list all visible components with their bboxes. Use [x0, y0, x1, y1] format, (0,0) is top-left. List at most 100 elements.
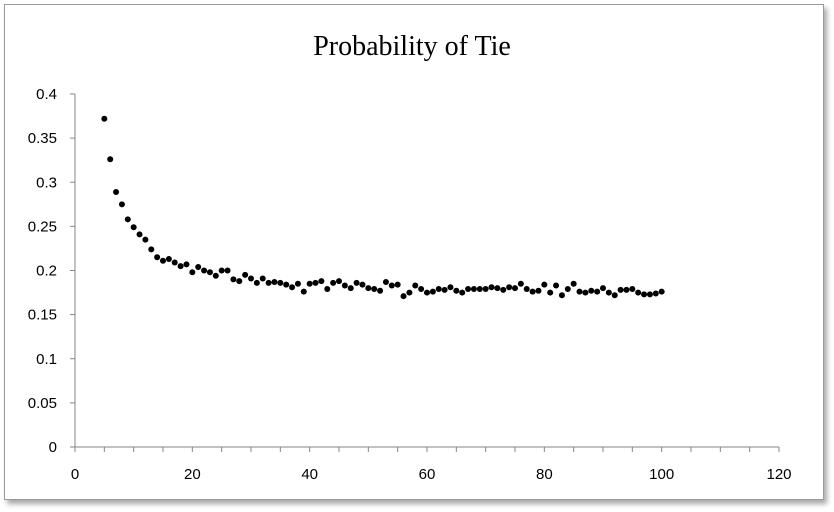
data-point	[271, 278, 278, 285]
data-point	[547, 289, 554, 296]
data-point	[558, 292, 565, 299]
tick-labels: 0 0.05 0.1 0.15 0.2 0.25 0.3 0.35 0.4 0 20 40 60 80 10…	[28, 86, 792, 483]
data-point	[646, 291, 653, 298]
data-point	[570, 280, 577, 287]
data-point	[488, 284, 495, 291]
x-tick-label: 80	[536, 466, 553, 483]
chart-frame	[4, 4, 824, 500]
data-point	[154, 254, 161, 261]
x-tick-label: 60	[419, 466, 436, 483]
data-point	[130, 224, 137, 231]
data-point	[183, 261, 190, 268]
data-point	[177, 263, 184, 270]
y-tick-label: 0.05	[28, 395, 57, 412]
data-point	[406, 289, 413, 296]
data-point	[424, 289, 430, 296]
data-point	[189, 269, 196, 276]
data-point	[635, 289, 642, 296]
data-point	[377, 287, 384, 294]
data-point	[312, 279, 319, 286]
data-point	[594, 288, 601, 295]
data-point	[201, 267, 208, 274]
y-tick-label: 0.1	[36, 351, 57, 368]
data-point	[148, 246, 155, 253]
data-point	[605, 289, 612, 296]
data-point	[300, 288, 307, 295]
x-tick-label: 100	[649, 466, 674, 483]
data-point	[641, 291, 648, 298]
data-point	[242, 271, 249, 278]
data-point	[118, 201, 125, 208]
x-tick-label: 40	[301, 466, 318, 483]
data-point	[113, 188, 120, 195]
data-point	[289, 284, 296, 291]
data-point	[365, 285, 372, 292]
data-point	[388, 282, 395, 289]
y-tick-label: 0.2	[36, 263, 57, 280]
data-point	[224, 267, 231, 274]
axes	[70, 93, 780, 452]
data-point	[523, 286, 530, 293]
x-tick-label: 20	[184, 466, 201, 483]
data-point	[588, 287, 595, 294]
y-tick-label: 0.15	[28, 307, 57, 324]
data-point	[124, 216, 131, 223]
data-point	[482, 286, 489, 293]
data-point	[553, 282, 560, 289]
data-point	[629, 286, 636, 293]
data-point	[418, 286, 425, 293]
y-tick-label: 0.4	[36, 86, 57, 103]
data-point	[394, 281, 401, 288]
data-point	[336, 278, 342, 285]
data-point	[476, 286, 483, 293]
data-point	[506, 284, 513, 291]
data-point	[564, 286, 571, 293]
data-point	[541, 281, 548, 288]
data-point	[165, 256, 172, 263]
y-tick-label: 0.3	[36, 174, 57, 191]
data-point	[453, 287, 460, 294]
data-point	[576, 288, 583, 295]
data-point	[529, 288, 536, 295]
data-point	[652, 290, 659, 297]
data-point	[294, 280, 301, 287]
data-point	[253, 279, 260, 286]
data-point	[400, 293, 407, 300]
data-point	[277, 279, 284, 286]
data-point	[236, 278, 243, 285]
data-point	[611, 292, 618, 299]
data-point	[318, 278, 325, 285]
data-point	[248, 275, 254, 282]
data-point	[230, 276, 237, 283]
data-point	[600, 285, 606, 292]
data-point	[359, 281, 366, 288]
data-point	[623, 286, 630, 293]
data-point	[512, 285, 518, 292]
data-point	[535, 287, 542, 294]
y-tick-label: 0.25	[28, 218, 57, 235]
data-point	[371, 286, 378, 293]
data-point	[465, 286, 472, 293]
data-point	[107, 156, 114, 163]
data-point	[218, 267, 225, 274]
data-point	[429, 288, 436, 295]
data-point	[441, 286, 448, 293]
data-point	[306, 280, 313, 287]
x-tick-label: 120	[766, 466, 791, 483]
data-point	[283, 281, 290, 288]
data-point	[142, 236, 149, 243]
data-points	[101, 115, 665, 300]
data-point	[582, 289, 589, 296]
data-point	[470, 286, 477, 293]
data-point	[212, 272, 219, 279]
data-point	[412, 282, 419, 289]
data-point	[341, 282, 348, 289]
data-point	[459, 289, 466, 296]
data-point	[517, 280, 524, 287]
y-tick-label: 0	[49, 439, 57, 456]
data-point	[324, 286, 331, 293]
data-point	[447, 284, 454, 291]
data-point	[658, 288, 665, 295]
data-point	[136, 231, 143, 238]
